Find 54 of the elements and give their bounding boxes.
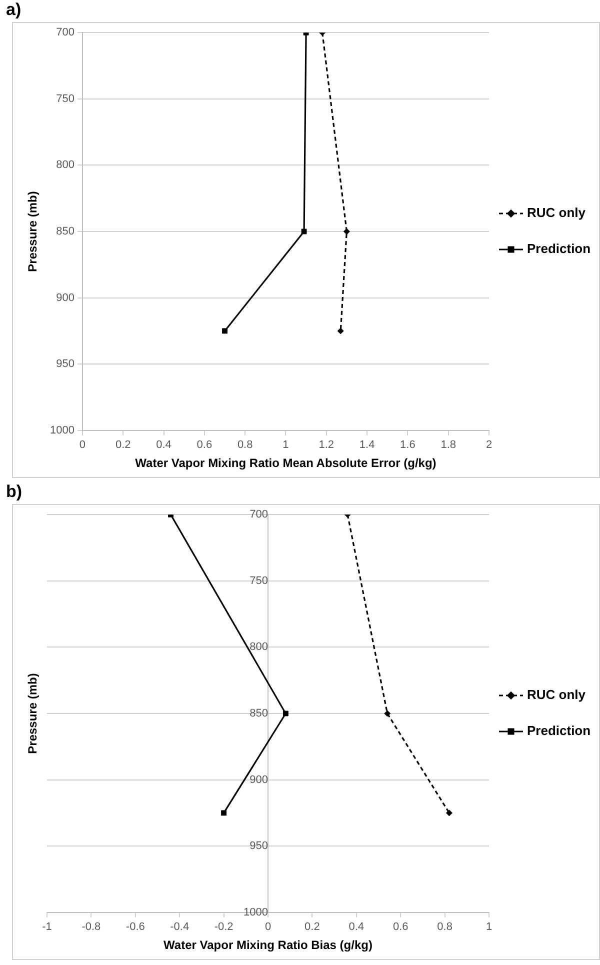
x-tick-label: 1 — [282, 439, 289, 452]
x-tick-label: 0.4 — [348, 921, 364, 934]
x-tick-label: 0 — [79, 439, 86, 452]
point — [301, 228, 307, 234]
legend-label: Prediction — [527, 723, 591, 738]
y-tick-label: 800 — [250, 641, 268, 654]
x-axis-title: Water Vapor Mixing Ratio Bias (g/kg) — [164, 938, 372, 952]
legend-label: RUC only — [527, 205, 586, 220]
x-tick-label: 1.2 — [318, 439, 334, 452]
x-tick-label: -0.2 — [214, 921, 234, 934]
y-axis-title: Pressure (mb) — [25, 673, 40, 754]
y-tick-label: 1000 — [50, 424, 74, 436]
x-axis-title: Water Vapor Mixing Ratio Mean Absolute Error (g/kg) — [135, 456, 436, 470]
x-tick-label: 2 — [486, 439, 492, 452]
y-tick-label: 700 — [250, 508, 268, 521]
y-tick-label: 700 — [56, 26, 74, 39]
point — [384, 710, 391, 717]
x-tick-label: 1.6 — [400, 439, 416, 452]
x-tick-label: 0 — [264, 921, 272, 934]
x-tick-label: 1.4 — [359, 439, 375, 452]
x-tick-label: -0.6 — [126, 921, 145, 934]
y-tick-label: 800 — [56, 159, 74, 172]
y-tick-label: 900 — [56, 292, 74, 304]
x-tick-label: 0.4 — [156, 439, 172, 452]
y-tick-label: 850 — [250, 708, 268, 720]
y-tick-label: 750 — [56, 92, 74, 105]
y-tick-label: 750 — [250, 574, 268, 587]
y-tick-label: 950 — [56, 358, 74, 370]
x-tick-label: 1 — [486, 921, 492, 934]
legend-label: Prediction — [527, 241, 591, 256]
point — [222, 328, 228, 334]
y-tick-label: 950 — [250, 840, 268, 852]
chart-title: b) — [6, 482, 22, 502]
x-tick-label: 1.8 — [440, 439, 456, 452]
chart-title: a) — [6, 0, 22, 20]
x-tick-label: -0.4 — [170, 921, 190, 934]
point — [221, 810, 227, 816]
x-tick-label: 0.6 — [196, 439, 212, 452]
point — [282, 710, 288, 716]
x-tick-label: -1 — [42, 921, 52, 934]
x-tick-label: -0.8 — [82, 921, 101, 934]
point — [337, 328, 344, 334]
x-tick-label: 0.8 — [437, 921, 452, 934]
y-tick-label: 900 — [250, 774, 268, 786]
y-tick-label: 850 — [56, 226, 74, 238]
legend-label: RUC only — [527, 687, 586, 702]
x-tick-label: 0.2 — [115, 439, 131, 452]
y-tick-label: 1000 — [244, 906, 268, 918]
point — [343, 228, 350, 235]
y-axis-title: Pressure (mb) — [25, 191, 40, 272]
x-tick-label: 0.8 — [237, 439, 253, 452]
x-tick-label: 0.6 — [392, 921, 408, 934]
x-tick-label: 0.2 — [304, 921, 320, 934]
point — [446, 810, 452, 816]
